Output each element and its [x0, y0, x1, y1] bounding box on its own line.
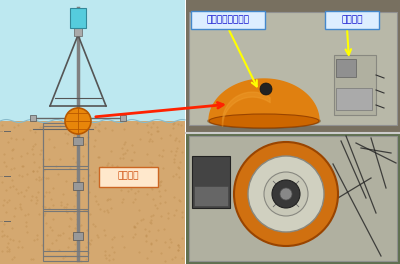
Bar [336, 59, 356, 77]
Bar [43, 256, 88, 261]
FancyBboxPatch shape [325, 11, 379, 29]
Circle shape [264, 172, 308, 216]
Bar [120, 115, 126, 121]
FancyBboxPatch shape [99, 167, 158, 187]
Bar [30, 115, 36, 121]
Bar [43, 169, 88, 209]
Bar [334, 55, 376, 115]
Ellipse shape [209, 114, 319, 128]
Bar [73, 182, 83, 190]
Text: —: — [0, 219, 3, 223]
Text: スライドユニット: スライドユニット [206, 16, 250, 25]
Circle shape [260, 83, 272, 95]
Circle shape [280, 188, 292, 200]
Text: 耐圧容器: 耐圧容器 [341, 16, 363, 25]
Bar [73, 137, 83, 145]
Text: —: — [0, 129, 3, 133]
Bar [186, 0, 400, 133]
Bar [336, 88, 372, 110]
Text: 海底地盤: 海底地盤 [117, 172, 139, 181]
Bar [0, 121, 185, 264]
Circle shape [248, 156, 324, 232]
Polygon shape [209, 79, 319, 121]
Bar [73, 232, 83, 240]
Bar [189, 136, 397, 261]
Circle shape [272, 180, 300, 208]
Bar [194, 186, 228, 206]
Bar [192, 156, 230, 208]
Bar [43, 211, 88, 251]
Bar [43, 123, 88, 256]
Circle shape [234, 142, 338, 246]
Bar [74, 28, 82, 36]
Bar [70, 8, 86, 28]
Ellipse shape [207, 113, 321, 129]
Bar [189, 12, 397, 125]
Circle shape [65, 108, 91, 134]
Bar [43, 126, 88, 166]
FancyBboxPatch shape [191, 11, 265, 29]
Bar [186, 133, 400, 264]
Bar [0, 0, 185, 121]
Text: —: — [0, 174, 3, 178]
